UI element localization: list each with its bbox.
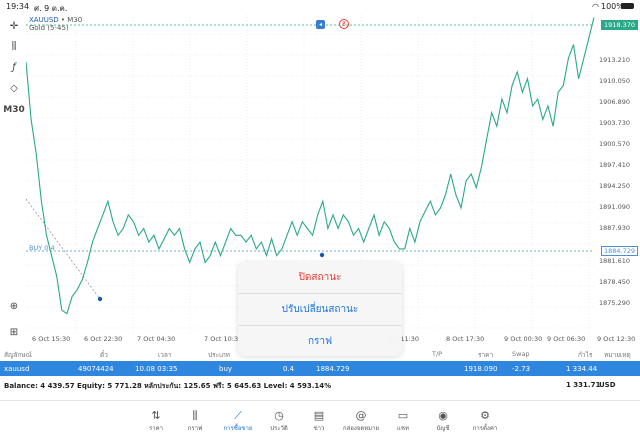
- tab-quotes[interactable]: ⇅ ราคา: [136, 409, 176, 433]
- position-row[interactable]: xauusd 49074424 10.08 03:35 buy 0.4 1884…: [0, 361, 640, 376]
- time-tick: Oct 11:30: [387, 335, 420, 343]
- col-swap: Swap: [512, 350, 530, 358]
- price-tick: 1897.410: [598, 161, 630, 169]
- candlestick-icon[interactable]: ⫼: [11, 40, 17, 52]
- row-ticket: 49074424: [78, 365, 114, 373]
- price-series: [26, 17, 595, 315]
- price-tick: 1894.250: [598, 182, 630, 190]
- quotes-icon: ⇅: [151, 409, 161, 422]
- entry-point: [97, 296, 103, 302]
- time-tick: 9 Oct 06:30: [547, 335, 586, 343]
- close-position-item[interactable]: ปิดสถานะ: [238, 262, 402, 294]
- price-tick: 1881.610: [598, 257, 630, 265]
- balance-text: Balance: 4 439.57 Equity: 5 771.28 หลักป…: [4, 382, 332, 390]
- col-profit: กำไร: [578, 351, 593, 359]
- tab-history[interactable]: ◷ ประวัติ: [259, 409, 299, 433]
- chart-area[interactable]: XAUUSD • M30 Gold (5-45) ◂ ϐ BUY 0.4 191…: [26, 14, 640, 343]
- col-time: เวลา: [158, 351, 172, 359]
- order-point: [319, 252, 325, 258]
- indicator-icon[interactable]: ƒ: [12, 61, 16, 73]
- order-label: BUY 0.4: [29, 244, 55, 252]
- col-price: ราคา: [478, 351, 494, 359]
- wifi-icon: ◠: [592, 2, 599, 11]
- price-tick: 1875.290: [598, 299, 630, 307]
- tab-settings[interactable]: ⚙ การตั้งค่า: [465, 409, 505, 433]
- indicator-label: Gold (5-45): [29, 24, 69, 32]
- modify-position-item[interactable]: ปรับเปลี่ยนสถานะ: [238, 294, 402, 326]
- current-price-badge: 1918.370: [600, 20, 638, 30]
- price-tick: 1878.450: [598, 278, 630, 286]
- tab-account[interactable]: ◉ บัญชี: [423, 409, 463, 433]
- time-tick: 7 Oct 04:30: [137, 335, 176, 343]
- battery-icon: [621, 3, 634, 9]
- trade-link-line: [26, 198, 101, 300]
- account-icon: ◉: [438, 409, 448, 422]
- time-tick: 6 Oct 15:30: [32, 335, 71, 343]
- status-date: ศ. 9 ต.ค.: [34, 4, 68, 13]
- zoom-icon[interactable]: ⊕: [9, 300, 19, 312]
- row-swap: -2.73: [512, 365, 531, 373]
- chart-icon: ⫼: [192, 409, 198, 422]
- row-current: 1918.090: [464, 365, 498, 373]
- time-tick: 9 Oct 00:30: [504, 335, 543, 343]
- row-profit: 1 334.44: [566, 365, 598, 373]
- chart-toolbar: ✛ ⫼ ƒ ◇ M30 ⊕ ⊞: [0, 14, 26, 342]
- gear-icon: ⚙: [480, 409, 490, 422]
- chart-item[interactable]: กราฟ: [307, 336, 333, 347]
- col-type: ประเภท: [208, 351, 230, 359]
- row-time: 10.08 03:35: [135, 365, 178, 373]
- battery-level: 100%: [601, 2, 624, 11]
- news-icon: ▤: [313, 409, 325, 422]
- tab-mailbox[interactable]: @ กล่องจดหมาย: [342, 409, 380, 432]
- balance-bar: Balance: 4 439.57 Equity: 5 771.28 หลักป…: [0, 378, 640, 392]
- add-icon[interactable]: ⊞: [9, 326, 19, 338]
- tab-chart[interactable]: ⫼ กราฟ: [175, 409, 215, 433]
- status-bar: 19:34 ศ. 9 ต.ค. ◠ 100%: [0, 0, 640, 14]
- time-tick: 6 Oct 22:30: [84, 335, 123, 343]
- time-tick: 7 Oct 10:30: [204, 335, 243, 343]
- tab-trade[interactable]: ⟋ การซื้อขาย: [218, 409, 258, 433]
- tab-bar: ⇅ ราคา ⫼ กราฟ ⟋ การซื้อขาย ◷ ประวัติ ▤ ข่าว @…: [0, 400, 640, 448]
- tab-chat[interactable]: ▭ แชท: [383, 409, 423, 433]
- col-tp: T/P: [432, 350, 443, 358]
- row-price: 1884.729: [316, 365, 350, 373]
- row-volume: 0.4: [283, 365, 295, 373]
- context-menu: ปิดสถานะ ปรับเปลี่ยนสถานะ กราฟ: [238, 262, 402, 356]
- tab-news[interactable]: ▤ ข่าว: [299, 409, 339, 433]
- price-tick: 1900.570: [598, 140, 630, 148]
- row-symbol: xauusd: [4, 365, 30, 373]
- crosshair-icon[interactable]: ✛: [9, 20, 19, 32]
- balance-currency: USD: [599, 381, 616, 389]
- trade-icon: ⟋: [234, 409, 242, 422]
- history-icon: ◷: [274, 409, 284, 422]
- sell-marker-icon[interactable]: ◂: [316, 20, 325, 29]
- positions-header: สัญลักษณ์ ตั๋ว เวลา ประเภท T/P ราคา Swap…: [0, 348, 640, 360]
- chart-symbol: XAUUSD: [29, 16, 59, 24]
- chat-icon: ▭: [397, 409, 409, 422]
- chart-timeframe: M30: [67, 16, 83, 24]
- price-tick: 1891.090: [598, 203, 630, 211]
- status-time: 19:34: [6, 2, 30, 11]
- row-type: buy: [219, 365, 233, 373]
- balance-total: 1 331.71: [566, 381, 601, 389]
- timeframe-button[interactable]: M30: [3, 105, 25, 115]
- price-tick: 1887.930: [598, 224, 630, 232]
- col-comment: หมายเหตุ: [604, 351, 631, 359]
- chart-symbol-line: XAUUSD • M30: [29, 16, 82, 24]
- price-tick: 1913.210: [598, 56, 630, 64]
- col-ticket: ตั๋ว: [100, 351, 108, 359]
- price-tick: 1910.050: [598, 77, 630, 85]
- order-price-badge: 1884.729: [600, 246, 638, 256]
- time-tick: 8 Oct 17:30: [446, 335, 485, 343]
- mailbox-icon: @: [355, 409, 367, 422]
- col-symbol: สัญลักษณ์: [4, 351, 32, 359]
- price-tick: 1906.890: [598, 98, 630, 106]
- chart-separator: •: [60, 16, 66, 24]
- buy-marker-icon[interactable]: ϐ: [339, 19, 349, 29]
- time-tick: 9 Oct 12:30: [597, 335, 636, 343]
- price-chart: [26, 14, 595, 334]
- objects-icon[interactable]: ◇: [10, 82, 18, 94]
- price-tick: 1903.730: [598, 119, 630, 127]
